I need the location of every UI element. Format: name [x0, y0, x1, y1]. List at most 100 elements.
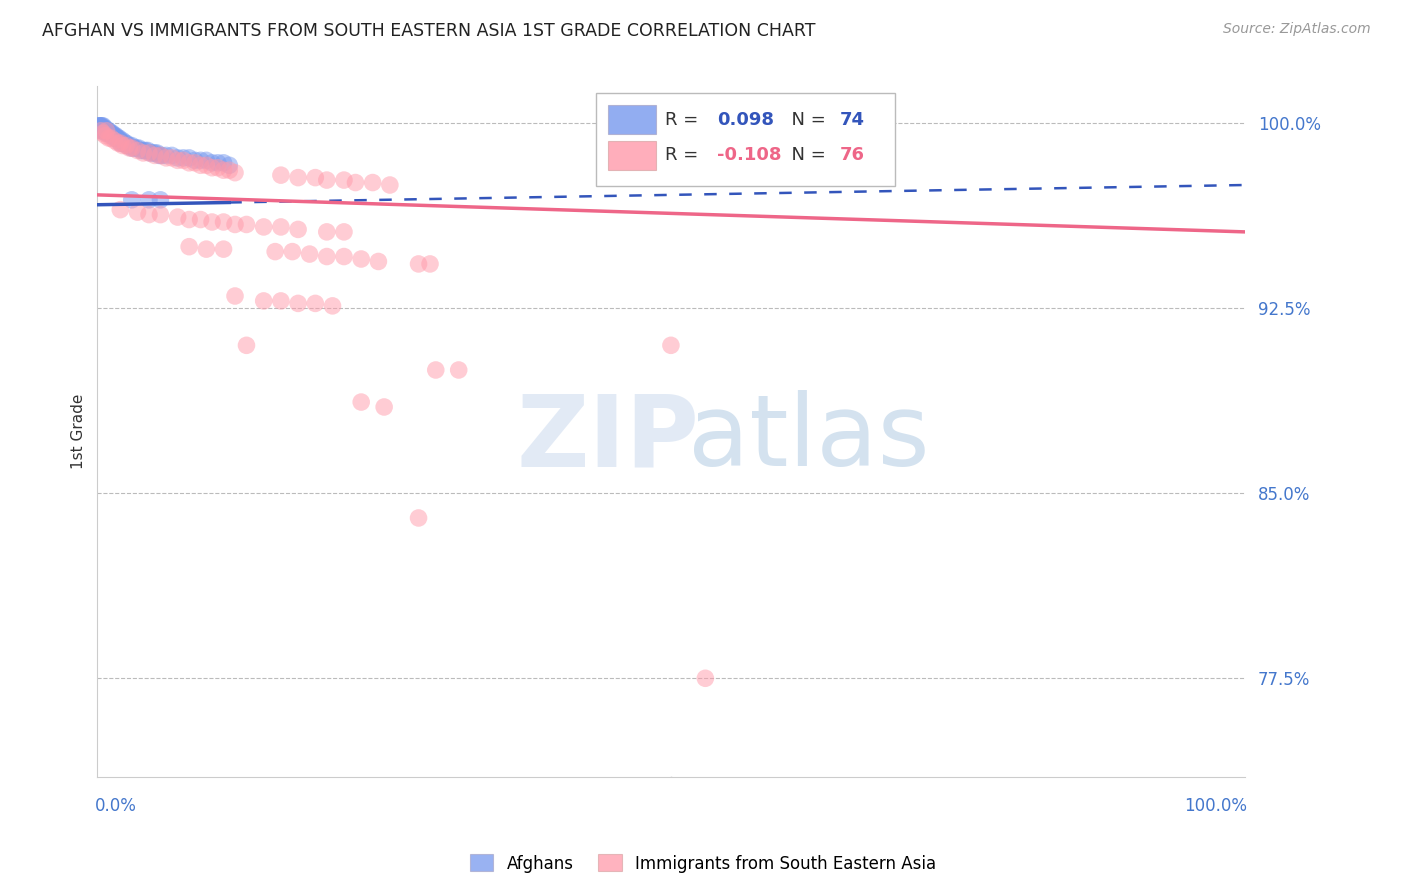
Point: [103, 128, 125, 143]
Point: [235, 218, 257, 232]
Point: [447, 363, 470, 377]
Point: [100, 128, 122, 143]
Point: [166, 153, 188, 168]
Point: [125, 141, 148, 155]
Point: [114, 136, 136, 150]
Point: [201, 161, 224, 175]
Point: [118, 138, 141, 153]
Point: [146, 145, 169, 160]
Point: [97, 124, 120, 138]
Point: [138, 193, 160, 207]
Point: [139, 145, 162, 160]
Point: [184, 153, 207, 168]
Text: atlas: atlas: [688, 390, 929, 487]
Point: [201, 215, 224, 229]
Point: [333, 225, 356, 239]
Text: R =: R =: [665, 146, 704, 164]
Point: [425, 363, 447, 377]
Point: [378, 178, 401, 192]
Point: [659, 338, 682, 352]
Point: [110, 136, 132, 150]
Point: [287, 170, 309, 185]
Text: 0.0%: 0.0%: [96, 797, 136, 814]
Point: [149, 193, 172, 207]
Point: [118, 141, 141, 155]
Point: [101, 128, 124, 143]
Text: ZIP: ZIP: [516, 390, 699, 487]
Point: [97, 124, 120, 138]
Point: [138, 208, 160, 222]
Point: [91, 124, 114, 138]
Point: [128, 141, 150, 155]
Point: [207, 156, 229, 170]
Point: [96, 124, 118, 138]
Point: [253, 219, 276, 234]
Point: [212, 156, 235, 170]
Point: [179, 212, 201, 227]
Point: [103, 134, 125, 148]
Point: [93, 124, 115, 138]
Point: [94, 121, 117, 136]
Point: [143, 145, 166, 160]
Point: [121, 138, 143, 153]
Point: [94, 124, 117, 138]
Point: [97, 131, 120, 145]
Point: [98, 126, 121, 140]
Point: [333, 173, 356, 187]
Point: [149, 148, 172, 162]
Text: 74: 74: [839, 111, 865, 128]
Point: [121, 193, 143, 207]
Point: [315, 225, 337, 239]
Point: [160, 151, 183, 165]
Point: [350, 252, 373, 266]
Point: [172, 153, 194, 168]
Point: [141, 145, 163, 160]
Point: [361, 176, 384, 190]
Point: [89, 119, 111, 133]
Point: [212, 215, 235, 229]
Legend: Afghans, Immigrants from South Eastern Asia: Afghans, Immigrants from South Eastern A…: [463, 847, 943, 880]
Point: [179, 240, 201, 254]
FancyBboxPatch shape: [596, 94, 894, 186]
Point: [132, 144, 155, 158]
Point: [96, 124, 118, 138]
Point: [367, 254, 389, 268]
Point: [104, 131, 127, 145]
Point: [218, 163, 240, 178]
Point: [253, 293, 276, 308]
Point: [408, 257, 430, 271]
Point: [160, 148, 183, 162]
Point: [91, 126, 114, 140]
FancyBboxPatch shape: [607, 105, 657, 134]
Point: [270, 168, 292, 182]
Point: [91, 119, 114, 133]
Point: [111, 134, 134, 148]
Text: -0.108: -0.108: [717, 146, 782, 164]
Point: [304, 170, 326, 185]
Point: [408, 511, 430, 525]
Point: [104, 128, 127, 143]
Point: [91, 121, 114, 136]
Point: [90, 124, 112, 138]
Point: [115, 138, 138, 153]
FancyBboxPatch shape: [607, 141, 657, 169]
Point: [179, 151, 201, 165]
Text: 76: 76: [839, 146, 865, 164]
Point: [97, 126, 120, 140]
Point: [195, 153, 218, 168]
Point: [121, 141, 143, 155]
Y-axis label: 1st Grade: 1st Grade: [72, 394, 86, 469]
Point: [107, 136, 129, 150]
Point: [190, 158, 212, 172]
Point: [143, 148, 166, 162]
Point: [100, 131, 122, 145]
Point: [110, 134, 132, 148]
Point: [105, 131, 128, 145]
Point: [90, 121, 112, 136]
Point: [121, 141, 143, 155]
Point: [281, 244, 304, 259]
Point: [127, 144, 149, 158]
Point: [207, 161, 229, 175]
Point: [100, 126, 122, 140]
Point: [90, 124, 112, 138]
